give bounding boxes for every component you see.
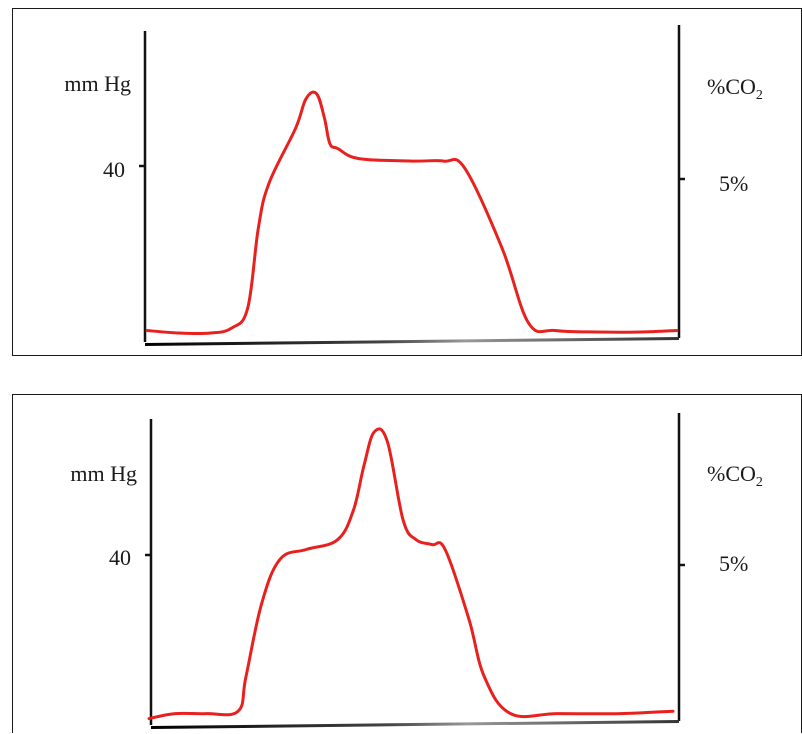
right-axis-unit-subscript: 2 [756,475,763,490]
right-axis-unit: %CO2 [707,74,763,103]
capnogram-chart-2: mm Hg %CO2 40 5% [70,413,763,729]
capnogram-trace [147,427,675,721]
x-axis [145,337,679,346]
right-tick-label: 5% [719,171,748,196]
left-axis-unit: mm Hg [64,71,131,96]
capnogram-chart-1: mm Hg %CO2 40 5% [64,25,763,346]
right-axis-unit: %CO2 [707,461,763,490]
capnogram-panel-1: mm Hg %CO2 40 5% [12,8,802,356]
right-axis-unit-subscript: 2 [756,88,763,103]
x-axis [151,720,679,729]
left-tick-label: 40 [103,157,125,182]
capnogram-panel-2: mm Hg %CO2 40 5% [12,394,802,733]
left-tick-label: 40 [109,545,131,570]
right-tick-label: 5% [719,551,748,576]
left-axis-unit: mm Hg [70,461,137,486]
capnogram-trace [145,90,679,336]
